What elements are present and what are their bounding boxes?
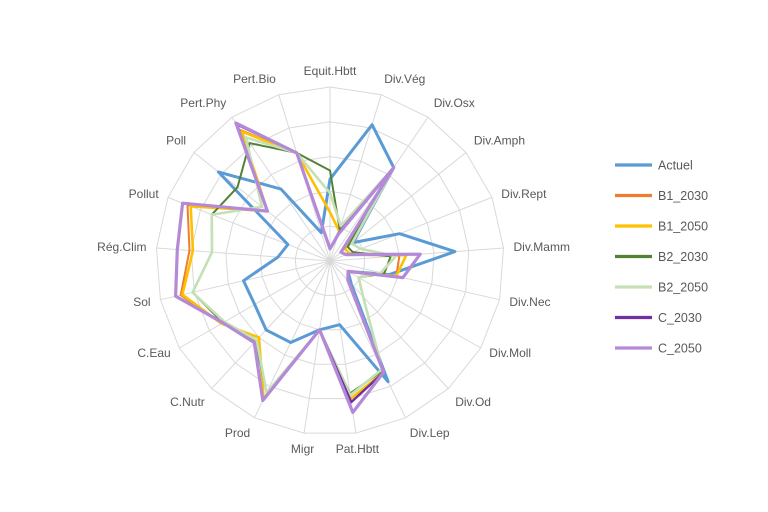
category-label: Div.Lep [410,426,450,440]
category-label: Equit.Hbtt [304,64,357,78]
legend-label: B2_2030 [658,250,708,264]
chart-legend: Actuel B1_2030 B1_2050 B2_2030 B2_2050 C_2030… [615,159,708,356]
category-labels: Equit.Hbtt Div.Vég Div.Osx Div.Amph Div.Rept… [97,64,570,456]
category-label: Div.Rept [501,187,547,201]
legend-label: C_2050 [658,342,702,356]
grid-spoke [329,260,500,301]
category-label: Div.Amph [474,133,525,147]
grid-spoke [329,152,467,262]
grid-spoke [156,247,331,262]
grid-spoke [329,260,481,349]
category-label: Pat.Hbtt [336,442,380,456]
category-label: Pert.Phy [180,96,226,110]
category-label: Migr [291,442,314,456]
series-line-c-2030 [174,123,422,404]
grid-spoke [329,196,493,262]
grid-ring [190,121,470,400]
category-label: Div.Osx [434,96,475,110]
radar-series [174,121,457,414]
grid-spoke [329,260,406,419]
category-label: Div.Moll [489,346,531,360]
grid-spoke [303,260,331,434]
category-label: C.Nutr [170,395,205,409]
category-label: Rég.Clim [97,240,146,254]
category-label: Poll [166,133,186,147]
category-label: Sol [133,295,150,309]
category-label: Div.Od [455,395,491,409]
grid-ring [155,86,505,434]
grid-ring [294,225,366,296]
category-label: C.Eau [137,346,170,360]
grid-spoke [167,196,331,262]
legend-label: Actuel [658,159,693,173]
category-label: Prod [225,426,250,440]
series-line-c-2050 [174,121,422,414]
category-label: Div.Vég [384,72,425,86]
category-label: Div.Nec [509,295,550,309]
category-label: Pollut [129,187,160,201]
legend-label: B1_2030 [658,189,708,203]
legend-label: C_2030 [658,311,702,325]
category-label: Div.Mamm [514,240,570,254]
grid-spoke [329,260,357,434]
legend-label: B1_2050 [658,220,708,234]
legend-label: B2_2050 [658,281,708,295]
category-label: Pert.Bio [233,72,276,86]
grid-spoke [211,260,331,389]
